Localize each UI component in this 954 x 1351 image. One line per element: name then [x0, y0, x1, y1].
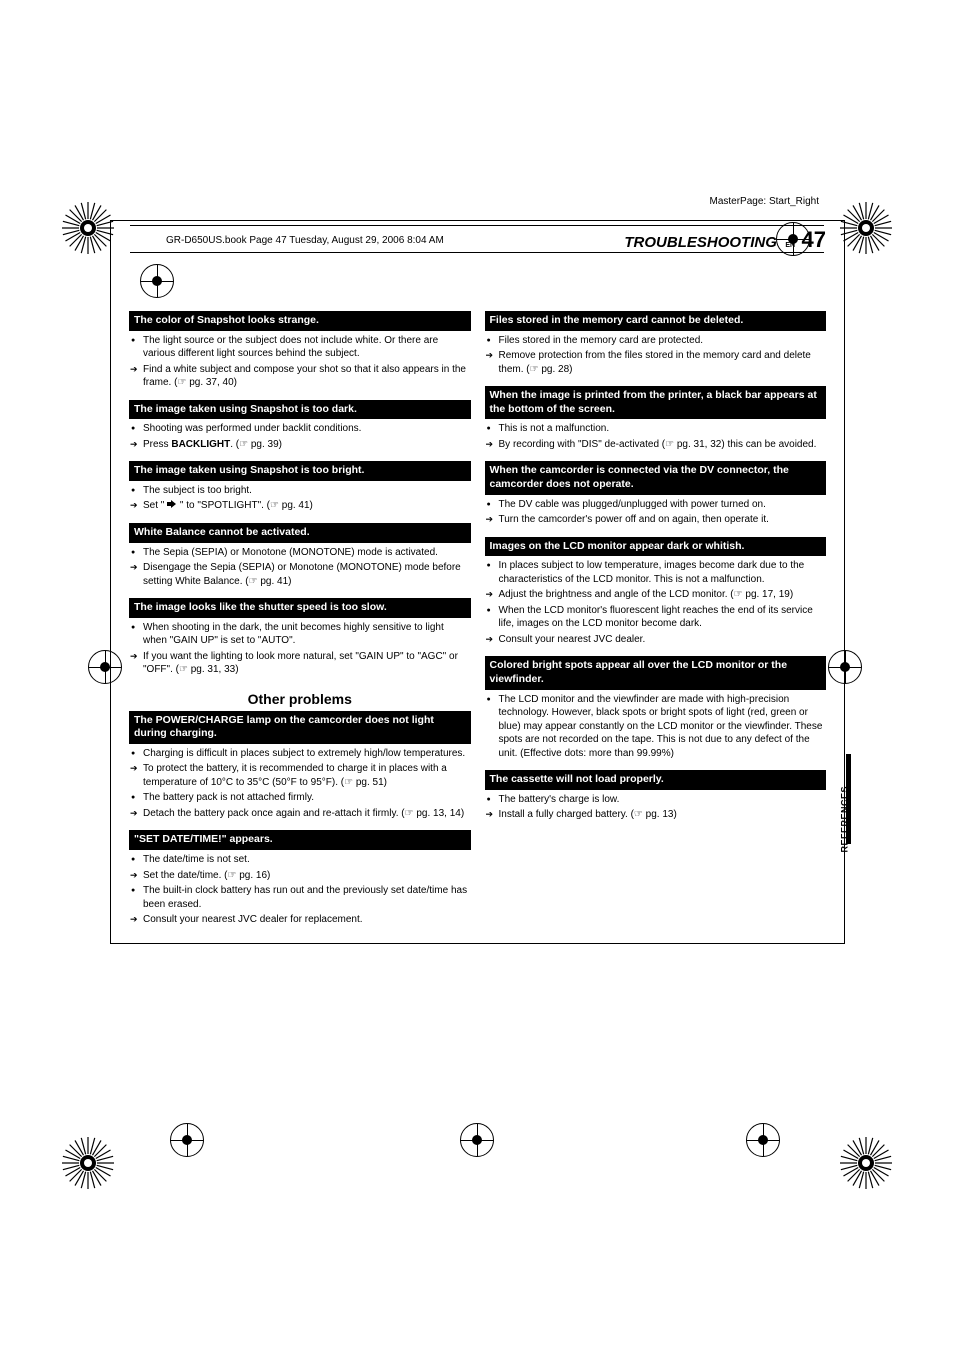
issue-header: The cassette will not load properly. [485, 770, 827, 790]
masterpage-label: MasterPage: Start_Right [710, 196, 820, 207]
issue-line: The subject is too bright. [143, 484, 469, 498]
sunburst-bl [60, 1135, 116, 1191]
issue-header: The image looks like the shutter speed i… [129, 598, 471, 618]
issue-line: Set the date/time. (☞ pg. 16) [143, 869, 469, 883]
issue-line: This is not a malfunction. [499, 422, 825, 436]
issue-line: If you want the lighting to look more na… [143, 650, 469, 677]
page-number: 47 [802, 227, 826, 252]
issue-line: The battery pack is not attached firmly. [143, 791, 469, 805]
content-columns: The color of Snapshot looks strange. The … [111, 259, 844, 933]
issue-line: Adjust the brightness and angle of the L… [499, 588, 825, 602]
issue-header: Colored bright spots appear all over the… [485, 656, 827, 689]
issue-body: The Sepia (SEPIA) or Monotone (MONOTONE)… [129, 543, 471, 595]
issue-line: When shooting in the dark, the unit beco… [143, 621, 469, 648]
issue-line: Disengage the Sepia (SEPIA) or Monotone … [143, 561, 469, 588]
sunburst-tr [838, 200, 894, 256]
page-frame: TROUBLESHOOTING EN 47 The color of Snaps… [110, 220, 845, 944]
issue-line: Press BACKLIGHT. (☞ pg. 39) [143, 438, 469, 452]
issue-line: Charging is difficult in places subject … [143, 747, 469, 761]
sunburst-tl [60, 200, 116, 256]
left-column: The color of Snapshot looks strange. The … [129, 307, 471, 933]
lang-label: EN [785, 242, 795, 249]
issue-header: The image taken using Snapshot is too br… [129, 461, 471, 481]
issue-body: This is not a malfunction. By recording w… [485, 419, 827, 457]
issue-line: The battery's charge is low. [499, 793, 825, 807]
issue-line: Detach the battery pack once again and r… [143, 807, 469, 821]
issue-body: The light source or the subject does not… [129, 331, 471, 396]
issue-line: To protect the battery, it is recommende… [143, 762, 469, 789]
issue-header: The image taken using Snapshot is too da… [129, 400, 471, 420]
issue-header: Files stored in the memory card cannot b… [485, 311, 827, 331]
issue-body: Files stored in the memory card are prot… [485, 331, 827, 383]
issue-body: The battery's charge is low.Install a fu… [485, 790, 827, 828]
issue-line: When the LCD monitor's fluorescent light… [499, 604, 825, 631]
issue-body: The LCD monitor and the viewfinder are m… [485, 690, 827, 767]
issue-line: Find a white subject and compose your sh… [143, 363, 469, 390]
issue-line: Consult your nearest JVC dealer for repl… [143, 913, 469, 927]
issue-header: The color of Snapshot looks strange. [129, 311, 471, 331]
crop-mark-br2 [746, 1123, 784, 1161]
section-title: TROUBLESHOOTING [624, 234, 777, 251]
issue-line: The Sepia (SEPIA) or Monotone (MONOTONE)… [143, 546, 469, 560]
issue-line: Consult your nearest JVC dealer. [499, 633, 825, 647]
issue-line: Install a fully charged battery. (☞ pg. … [499, 808, 825, 822]
issue-body: Charging is difficult in places subject … [129, 744, 471, 827]
issue-line: The built-in clock battery has run out a… [143, 884, 469, 911]
issue-line: The date/time is not set. [143, 853, 469, 867]
issue-line: The LCD monitor and the viewfinder are m… [499, 693, 825, 761]
issue-line: By recording with "DIS" de-activated (☞ … [499, 438, 825, 452]
issue-line: Remove protection from the files stored … [499, 349, 825, 376]
sunburst-br [838, 1135, 894, 1191]
issue-line: In places subject to low temperature, im… [499, 559, 825, 586]
issue-body: The subject is too bright.Set " " to "SP… [129, 481, 471, 519]
issue-body: The date/time is not set. Set the date/ti… [129, 850, 471, 933]
issue-body: Shooting was performed under backlit con… [129, 419, 471, 457]
issue-header: The POWER/CHARGE lamp on the camcorder d… [129, 711, 471, 744]
issue-line: The DV cable was plugged/unplugged with … [499, 498, 825, 512]
issue-line: Shooting was performed under backlit con… [143, 422, 469, 436]
issue-header: White Balance cannot be activated. [129, 523, 471, 543]
issue-line: Set " " to "SPOTLIGHT". (☞ pg. 41) [143, 499, 469, 513]
issue-header: When the camcorder is connected via the … [485, 461, 827, 494]
section-break: Other problems [129, 691, 471, 707]
issue-line: Files stored in the memory card are prot… [499, 334, 825, 348]
issue-header: When the image is printed from the print… [485, 386, 827, 419]
side-tab-label: REFERENCES [840, 786, 850, 853]
issue-header: "SET DATE/TIME!" appears. [129, 830, 471, 850]
issue-body: In places subject to low temperature, im… [485, 556, 827, 652]
issue-body: The DV cable was plugged/unplugged with … [485, 495, 827, 533]
issue-line: The light source or the subject does not… [143, 334, 469, 361]
crop-mark-bl2 [170, 1123, 208, 1161]
issue-body: When shooting in the dark, the unit beco… [129, 618, 471, 683]
right-column: Files stored in the memory card cannot b… [485, 307, 827, 933]
crop-mark-bc [460, 1123, 498, 1161]
issue-header: Images on the LCD monitor appear dark or… [485, 537, 827, 557]
issue-line: Turn the camcorder's power off and on ag… [499, 513, 825, 527]
